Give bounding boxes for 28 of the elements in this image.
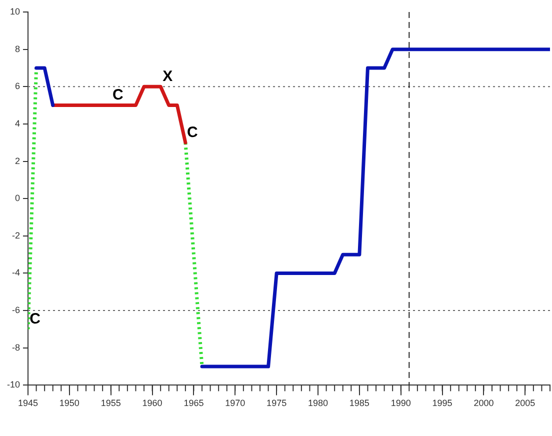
x-tick-label: 1980 (308, 398, 328, 408)
x-tick-label: 1995 (432, 398, 452, 408)
annotation: C (30, 310, 41, 328)
y-tick-label: 2 (14, 156, 20, 166)
x-tick-label: 1950 (59, 398, 80, 408)
y-tick-label: 10 (10, 6, 20, 16)
x-tick-label: 2000 (474, 398, 494, 408)
annotation: C (187, 124, 198, 141)
y-tick-label: -8 (12, 342, 20, 352)
x-tick-label: 1975 (266, 398, 287, 408)
x-tick-label: 1970 (225, 398, 246, 408)
x-tick-label: 1985 (349, 398, 370, 408)
annotation: X (162, 68, 173, 85)
y-tick-label: 8 (14, 44, 20, 54)
y-tick-label: -4 (12, 268, 20, 278)
y-tick-label: -2 (12, 230, 20, 240)
y-tick-label: 0 (14, 193, 20, 204)
y-tick-label: -10 (6, 380, 20, 390)
y-tick-label: 4 (14, 118, 20, 128)
x-tick-label: 1960 (142, 398, 162, 408)
y-tick-label: -6 (12, 305, 20, 316)
x-tick-label: 2005 (515, 398, 536, 408)
x-tick-label: 1990 (390, 398, 411, 408)
x-tick-label: 1945 (18, 398, 38, 408)
x-tick-label: 1955 (100, 398, 121, 408)
y-tick-label: 6 (14, 81, 20, 92)
annotation: C (112, 86, 124, 104)
x-tick-label: 1965 (184, 398, 204, 408)
